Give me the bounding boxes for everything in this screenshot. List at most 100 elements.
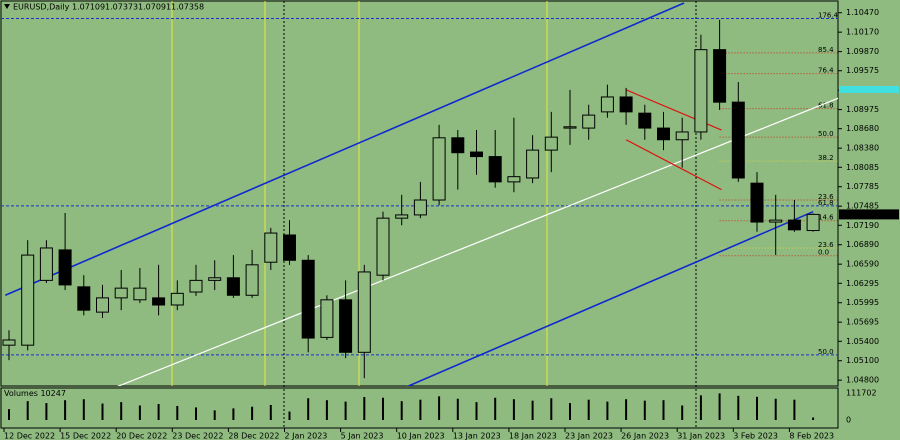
price-marker-label: 1.07358 <box>846 210 879 219</box>
volume-tick-label: 0 <box>846 416 851 425</box>
candle-body <box>544 136 558 151</box>
y-tick-label: 1.06295 <box>846 279 879 288</box>
candle-body <box>451 137 465 154</box>
price-marker <box>839 209 899 220</box>
candle-body <box>582 114 596 129</box>
candle-body <box>600 96 614 113</box>
candle-body <box>694 49 708 133</box>
ohlc-open: 1.07109 <box>72 3 105 12</box>
candle-body <box>563 126 577 129</box>
y-tick-label: 1.08680 <box>846 124 879 133</box>
volume-tick-label: 111702 <box>846 389 877 398</box>
candle-body <box>769 219 783 223</box>
fib-label: 23.6 <box>818 193 834 201</box>
fib-label: 0.0 <box>818 249 829 257</box>
candle-body <box>208 277 222 281</box>
candle-body <box>301 259 315 339</box>
candle-body <box>488 156 502 183</box>
fib-label: 14.6 <box>818 214 834 222</box>
candle-body <box>413 199 427 216</box>
y-tick-label: 1.04800 <box>846 376 879 385</box>
candle-body <box>339 299 353 353</box>
y-tick-label: 1.09870 <box>846 47 879 56</box>
candle-body <box>357 271 371 353</box>
plot-frame <box>0 0 839 387</box>
y-tick-label: 1.10170 <box>846 28 879 37</box>
x-tick-label: 8 Feb 2023 <box>789 432 834 440</box>
y-tick-label: 1.05695 <box>846 318 879 327</box>
symbol-icon <box>4 4 10 9</box>
candle-body <box>226 277 240 296</box>
fib-label: 23.6 <box>818 241 834 249</box>
y-tick-label: 1.06890 <box>846 240 879 249</box>
ohlc-close: 1.07358 <box>171 3 204 12</box>
candle-body <box>619 96 633 113</box>
y-tick-label: 1.05995 <box>846 298 879 307</box>
volume-label: Volumes <box>4 389 38 398</box>
candle-body <box>152 297 166 306</box>
trend-line <box>4 2 685 297</box>
candle-body <box>638 112 652 129</box>
x-tick-label: 28 Dec 2022 <box>228 432 279 440</box>
candle-body <box>189 279 203 293</box>
y-tick-label: 1.07190 <box>846 221 879 230</box>
x-tick-label: 15 Dec 2022 <box>60 432 111 440</box>
y-tick-label: 1.08085 <box>846 163 879 172</box>
trend-line <box>406 210 814 386</box>
volume-title: Volumes 10247 <box>4 389 66 398</box>
candle-body <box>245 264 259 296</box>
trend-line <box>117 97 838 386</box>
ohlc-high: 1.07373 <box>105 3 138 12</box>
y-tick-label: 1.07785 <box>846 182 879 191</box>
candle-body <box>470 151 483 158</box>
symbol: EURUSD,Daily <box>13 3 70 12</box>
x-tick-label: 23 Dec 2022 <box>172 432 223 440</box>
y-tick-label: 1.05100 <box>846 356 879 365</box>
x-tick-label: 26 Jan 2023 <box>621 432 669 440</box>
fib-label: 76.4 <box>818 67 834 75</box>
x-tick-label: 3 Feb 2023 <box>733 432 778 440</box>
candle-body <box>114 287 128 299</box>
y-tick-label: 1.10470 <box>846 8 879 17</box>
fib-label: 61.8 <box>818 102 834 110</box>
candle-body <box>320 299 334 338</box>
x-tick-label: 12 Dec 2022 <box>4 432 55 440</box>
y-tick-label: 1.07485 <box>846 202 879 211</box>
candle-body <box>58 249 72 286</box>
fib-label: 50.0 <box>818 348 834 356</box>
fib-label: 61.8 <box>818 199 834 207</box>
candle-body <box>395 214 409 219</box>
y-tick-label: 1.09575 <box>846 66 879 75</box>
candle-body <box>526 149 540 179</box>
candle-body <box>2 339 16 346</box>
candle-body <box>731 101 745 179</box>
y-tick-label: 1.05400 <box>846 337 879 346</box>
period-separators <box>283 1 697 428</box>
y-tick-label: 1.06590 <box>846 260 879 269</box>
candle-body <box>21 254 35 346</box>
candle-body <box>39 247 53 281</box>
x-tick-label: 5 Jan 2023 <box>341 432 384 440</box>
candle-body <box>507 176 521 183</box>
trend-line <box>625 139 722 191</box>
x-tick-label: 31 Jan 2023 <box>677 432 725 440</box>
plot: 176.485.476.461.850.038.223.661.814.623.… <box>1 2 839 386</box>
fib-label: 176.4 <box>818 12 839 20</box>
candle-body <box>806 213 820 232</box>
alert-marker <box>839 86 899 93</box>
candle-body <box>657 127 670 141</box>
candle-body <box>133 287 147 301</box>
candle-body <box>787 219 801 231</box>
y-tick-label: 1.08380 <box>846 144 879 153</box>
fib-label: 38.2 <box>818 154 834 162</box>
fib-label: 50.0 <box>818 130 834 138</box>
volume-last: 10247 <box>40 389 65 398</box>
candle-body <box>77 286 91 311</box>
x-tick-label: 23 Jan 2023 <box>565 432 613 440</box>
candle-body <box>283 234 296 261</box>
ohlc-low: 1.07091 <box>138 3 171 12</box>
candle-body <box>264 232 278 263</box>
x-tick-label: 18 Jan 2023 <box>509 432 557 440</box>
